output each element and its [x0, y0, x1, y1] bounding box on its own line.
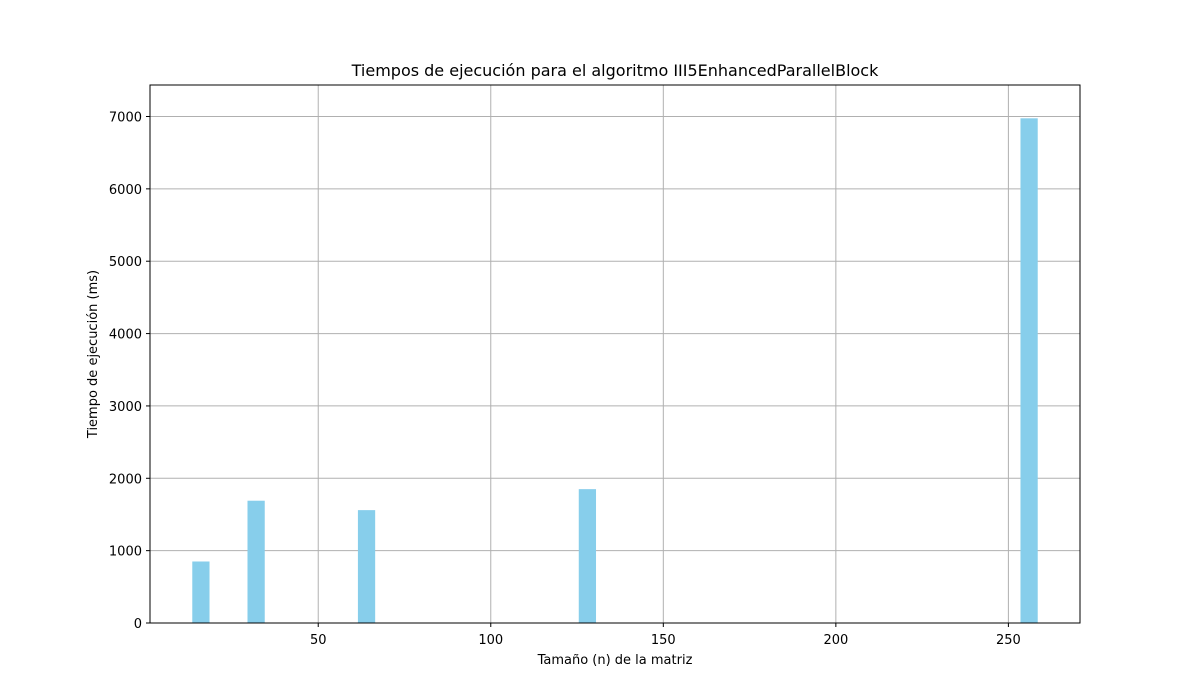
- grid-layer: [150, 85, 1080, 624]
- y-tick-label: 2000: [109, 472, 142, 487]
- bar: [357, 510, 376, 623]
- bar: [578, 489, 597, 623]
- x-axis-label: Tamaño (n) de la matriz: [537, 653, 693, 668]
- x-tick-label: 250: [996, 633, 1021, 648]
- y-tick-label: 5000: [109, 255, 142, 270]
- y-tick-label: 0: [134, 617, 142, 632]
- y-axis-label: Tiempo de ejecución (ms): [86, 270, 101, 439]
- bar: [247, 500, 265, 623]
- chart-title: Tiempos de ejecución para el algoritmo I…: [351, 61, 879, 80]
- x-tick-label: 200: [823, 633, 848, 648]
- bars-layer: [192, 118, 1038, 623]
- y-tick-label: 4000: [109, 328, 142, 343]
- y-tick-label: 1000: [109, 545, 142, 560]
- ticks-layer: 50 100 150 200 250 0 1000 2000 3000 4000 5000 6000 7…: [109, 110, 1021, 648]
- plot-frame: [149, 84, 1081, 624]
- y-tick-label: 7000: [109, 110, 142, 125]
- bar: [1020, 118, 1038, 623]
- x-tick-label: 100: [478, 633, 503, 648]
- y-tick-label: 6000: [109, 183, 142, 198]
- y-tick-label: 3000: [109, 400, 142, 415]
- x-tick-label: 150: [651, 633, 676, 648]
- x-tick-label: 50: [310, 633, 327, 648]
- bar: [192, 561, 210, 623]
